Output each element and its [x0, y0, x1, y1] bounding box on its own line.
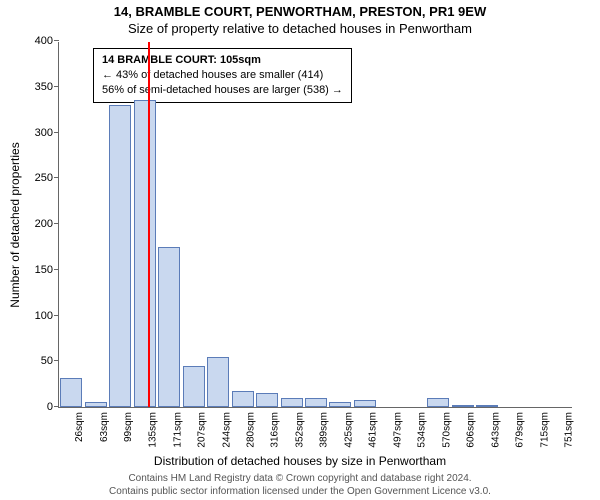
y-tick-mark [54, 132, 59, 133]
chart-plot-area: 14 BRAMBLE COURT: 105sqm ← 43% of detach… [58, 42, 572, 408]
histogram-bar [329, 402, 351, 407]
y-tick-mark [54, 40, 59, 41]
x-tick-label: 63sqm [99, 412, 110, 442]
histogram-bar [452, 405, 474, 407]
x-tick-label: 171sqm [172, 412, 183, 448]
x-tick-label: 497sqm [392, 412, 403, 448]
y-tick-label: 100 [19, 310, 53, 322]
x-axis-label: Distribution of detached houses by size … [0, 454, 600, 468]
x-tick-label: 352sqm [295, 412, 306, 448]
y-tick-label: 400 [19, 35, 53, 47]
histogram-bar [158, 247, 180, 407]
x-tick-label: 461sqm [368, 412, 379, 448]
y-tick-mark [54, 360, 59, 361]
histogram-bar [85, 402, 107, 407]
x-tick-label: 570sqm [441, 412, 452, 448]
footer-line1: Contains HM Land Registry data © Crown c… [0, 473, 600, 486]
x-tick-label: 135sqm [148, 412, 159, 448]
histogram-bar [109, 105, 131, 407]
footer: Contains HM Land Registry data © Crown c… [0, 473, 600, 498]
histogram-bar [207, 357, 229, 407]
histogram-bar [354, 400, 376, 407]
y-tick-label: 350 [19, 81, 53, 93]
reference-marker-line [148, 42, 150, 407]
histogram-bar [134, 100, 156, 407]
x-tick-label: 751sqm [564, 412, 575, 448]
y-tick-mark [54, 406, 59, 407]
y-tick-mark [54, 269, 59, 270]
y-tick-label: 300 [19, 127, 53, 139]
x-tick-label: 534sqm [417, 412, 428, 448]
histogram-bar [427, 398, 449, 407]
footer-line2: Contains public sector information licen… [0, 486, 600, 499]
subtitle: Size of property relative to detached ho… [0, 21, 600, 36]
y-tick-mark [54, 223, 59, 224]
histogram-bar [476, 405, 498, 407]
x-tick-label: 679sqm [515, 412, 526, 448]
y-tick-mark [54, 177, 59, 178]
x-tick-label: 606sqm [466, 412, 477, 448]
annotation-title: 14 BRAMBLE COURT: 105sqm [102, 53, 343, 68]
histogram-bar [256, 393, 278, 407]
y-tick-label: 150 [19, 264, 53, 276]
annotation-box: 14 BRAMBLE COURT: 105sqm ← 43% of detach… [93, 48, 352, 103]
histogram-bar [232, 391, 254, 407]
x-tick-label: 316sqm [270, 412, 281, 448]
annotation-line2: 56% of semi-detached houses are larger (… [102, 83, 343, 98]
histogram-bar [183, 366, 205, 407]
x-tick-label: 207sqm [197, 412, 208, 448]
y-tick-label: 50 [19, 355, 53, 367]
histogram-bar [281, 398, 303, 407]
y-tick-label: 250 [19, 172, 53, 184]
x-tick-label: 99sqm [123, 412, 134, 442]
y-tick-mark [54, 86, 59, 87]
x-tick-label: 244sqm [221, 412, 232, 448]
x-tick-label: 280sqm [246, 412, 257, 448]
y-tick-mark [54, 315, 59, 316]
chart-header: 14, BRAMBLE COURT, PENWORTHAM, PRESTON, … [0, 0, 600, 36]
x-tick-label: 26sqm [74, 412, 85, 442]
y-tick-label: 200 [19, 218, 53, 230]
x-tick-label: 715sqm [539, 412, 550, 448]
histogram-bar [60, 378, 82, 407]
x-tick-label: 643sqm [490, 412, 501, 448]
annotation-line1: ← 43% of detached houses are smaller (41… [102, 68, 343, 83]
x-tick-label: 389sqm [319, 412, 330, 448]
y-tick-label: 0 [19, 401, 53, 413]
x-tick-label: 425sqm [343, 412, 354, 448]
address-title: 14, BRAMBLE COURT, PENWORTHAM, PRESTON, … [0, 4, 600, 19]
histogram-bar [305, 398, 327, 407]
